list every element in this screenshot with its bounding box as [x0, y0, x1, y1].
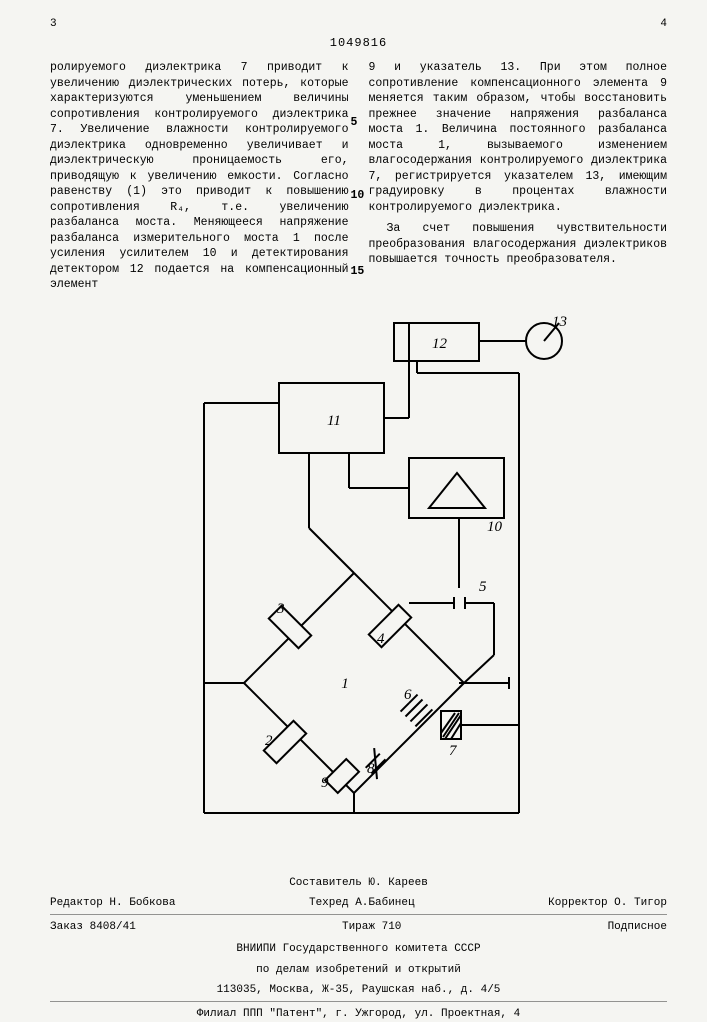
page-header: 3 4: [50, 18, 667, 30]
right-column-p1: 9 и указатель 13. При этом полное сопрот…: [369, 60, 668, 215]
techred: Техред А.Бабинец: [309, 895, 415, 912]
label-2: 2: [265, 733, 273, 749]
label-8: 8: [367, 761, 375, 777]
order-num: Заказ 8408/41: [50, 919, 136, 936]
label-3: 3: [276, 601, 285, 617]
label-5: 5: [479, 579, 487, 595]
left-column-text: ролируемого диэлектрика 7 приводит к уве…: [50, 61, 349, 291]
label-4: 4: [377, 631, 385, 647]
right-column: 5 10 15 9 и указатель 13. При этом полно…: [369, 60, 668, 293]
page-num-right: 4: [660, 18, 667, 30]
corrector: Корректор О. Тигор: [548, 895, 667, 912]
label-7: 7: [449, 743, 458, 759]
line-number: 15: [351, 264, 365, 280]
circuit-diagram: 1 2 3 4 5 6 7 8 9 10 11 12 13: [50, 313, 667, 853]
document-number: 1049816: [50, 36, 667, 50]
branch: Филиал ППП "Патент", г. Ужгород, ул. Про…: [50, 1001, 667, 1022]
left-column: ролируемого диэлектрика 7 приводит к уве…: [50, 60, 349, 293]
page: 3 4 1049816 ролируемого диэлектрика 7 пр…: [0, 0, 707, 1000]
editor: Редактор Н. Бобкова: [50, 895, 175, 912]
org-line1: ВНИИПИ Государственного комитета СССР: [50, 939, 667, 960]
label-10: 10: [487, 519, 503, 535]
page-num-left: 3: [50, 18, 57, 30]
compiler: Составитель Ю. Кареев: [50, 873, 667, 894]
label-11: 11: [327, 413, 341, 429]
label-13: 13: [552, 314, 567, 330]
org-line2: по делам изобретений и открытий: [50, 960, 667, 981]
org-addr: 113035, Москва, Ж-35, Раушская наб., д. …: [50, 980, 667, 1001]
order-row: Заказ 8408/41 Тираж 710 Подписное: [50, 914, 667, 940]
text-columns: ролируемого диэлектрика 7 приводит к уве…: [50, 60, 667, 293]
tirage: Тираж 710: [342, 919, 401, 936]
credits-row: Редактор Н. Бобкова Техред А.Бабинец Кор…: [50, 893, 667, 914]
label-1: 1: [341, 676, 349, 692]
right-column-p2: За счет повышения чувствительности преоб…: [369, 221, 668, 268]
label-12: 12: [432, 336, 448, 352]
label-9: 9: [321, 775, 329, 791]
line-number: 10: [351, 188, 365, 204]
line-number: 5: [351, 115, 358, 131]
diagram-svg: 1 2 3 4 5 6 7 8 9 10 11 12 13: [149, 313, 569, 853]
label-6: 6: [404, 687, 412, 703]
subscription: Подписное: [608, 919, 667, 936]
